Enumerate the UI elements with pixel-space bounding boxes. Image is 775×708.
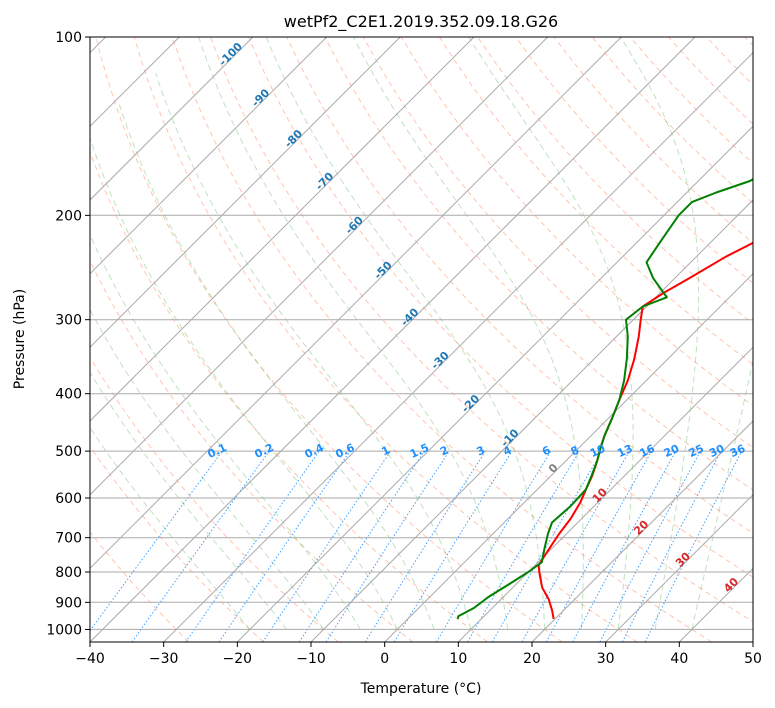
x-tick-label: −30 bbox=[149, 651, 179, 667]
mixing-ratio-line bbox=[435, 450, 552, 642]
mixing-ratio-line bbox=[521, 450, 630, 642]
dewpoint-profile-line bbox=[456, 178, 753, 620]
moist-adiabat bbox=[90, 371, 288, 630]
x-axis: −40 −30 −20 −10 0 10 20 30 40 50 bbox=[75, 642, 762, 667]
mixing-ratio-label: 25 bbox=[687, 442, 706, 460]
isotherm bbox=[90, 37, 622, 570]
mixing-ratio-label: 16 bbox=[638, 442, 658, 460]
dry-adiabat bbox=[90, 531, 190, 642]
dry-adiabat bbox=[210, 37, 753, 623]
mixing-ratio-label: 10 bbox=[588, 442, 608, 460]
mixing-ratio-line bbox=[599, 450, 701, 642]
moist-adiabat bbox=[353, 37, 584, 630]
x-tick-label: 50 bbox=[744, 651, 762, 667]
y-tick-label: 500 bbox=[55, 444, 82, 460]
dry-adiabat bbox=[438, 37, 753, 366]
mixing-ratio-line bbox=[298, 450, 425, 642]
mixing-ratio-line bbox=[90, 450, 223, 632]
isotherm bbox=[457, 346, 753, 642]
mixing-ratio-line bbox=[325, 450, 450, 642]
dry-adiabat bbox=[133, 37, 638, 642]
moist-adiabat bbox=[468, 37, 634, 630]
x-tick-label: −10 bbox=[296, 651, 326, 667]
dry-adiabat bbox=[515, 37, 753, 284]
profile-series bbox=[456, 178, 753, 620]
x-tick-label: 30 bbox=[597, 651, 615, 667]
isotherm bbox=[90, 37, 696, 642]
isotherm bbox=[90, 37, 401, 349]
temperature-profile-line bbox=[537, 241, 753, 620]
y-tick-label: 1000 bbox=[46, 622, 82, 638]
x-tick-label: −40 bbox=[75, 651, 105, 667]
mixing-ratio-line bbox=[185, 450, 320, 642]
isotherm bbox=[605, 493, 753, 642]
moist-adiabat bbox=[620, 37, 700, 630]
moist-adiabat bbox=[90, 136, 398, 630]
isotherm bbox=[531, 420, 753, 642]
moist-adiabat bbox=[90, 308, 324, 630]
y-tick-label: 600 bbox=[55, 491, 82, 507]
isotherm bbox=[163, 51, 753, 642]
isotherm bbox=[310, 199, 753, 642]
x-tick-label: 0 bbox=[380, 651, 389, 667]
isotherm bbox=[90, 37, 475, 422]
mixing-ratio-line bbox=[218, 450, 351, 642]
x-tick-label: 40 bbox=[670, 651, 688, 667]
dry-adiabat bbox=[90, 445, 264, 642]
y-tick-label: 900 bbox=[55, 595, 82, 611]
mixing-ratio-line bbox=[393, 450, 513, 642]
isotherm bbox=[90, 37, 254, 201]
y-tick-label: 700 bbox=[55, 531, 82, 547]
moist-adiabat bbox=[691, 358, 753, 630]
moist-adiabat bbox=[198, 37, 509, 630]
dry-adiabat bbox=[90, 150, 488, 642]
mixing-ratio-label: 20 bbox=[662, 442, 682, 460]
mixing-ratio-line bbox=[644, 450, 743, 642]
mixing-ratio-line bbox=[621, 450, 722, 642]
y-tick-label: 800 bbox=[55, 565, 82, 581]
mixing-ratio-line bbox=[131, 450, 270, 642]
x-tick-label: 10 bbox=[449, 651, 467, 667]
y-axis: 100 200 300 400 500 600 700 800 900 1000 bbox=[46, 30, 90, 638]
background-lines bbox=[90, 37, 753, 642]
moist-adiabat bbox=[118, 104, 435, 630]
isotherm bbox=[384, 272, 753, 642]
mixing-ratio-label: 13 bbox=[615, 442, 634, 460]
mixing-ratio-line bbox=[262, 450, 392, 642]
isotherm bbox=[90, 37, 328, 275]
mixing-ratio-line bbox=[545, 450, 653, 642]
y-tick-label: 100 bbox=[55, 30, 82, 46]
x-axis-label: Temperature (°C) bbox=[360, 681, 482, 697]
dry-adiabat bbox=[95, 37, 563, 642]
plot-frame bbox=[89, 36, 754, 643]
y-tick-label: 300 bbox=[55, 313, 82, 329]
isotherm bbox=[236, 125, 753, 642]
dry-adiabat bbox=[248, 37, 753, 578]
mixing-ratio-label: 30 bbox=[707, 442, 727, 460]
chart-title: wetPf2_C2E1.2019.352.09.18.G26 bbox=[284, 12, 558, 32]
dry-adiabat bbox=[171, 37, 712, 642]
y-tick-label: 200 bbox=[55, 208, 82, 224]
y-tick-label: 400 bbox=[55, 387, 82, 403]
dry-adiabat bbox=[400, 37, 753, 407]
pressure-grid bbox=[90, 37, 753, 642]
isotherm bbox=[90, 37, 549, 496]
mixing-ratio-label: 36 bbox=[728, 442, 748, 460]
x-tick-label: −20 bbox=[223, 651, 253, 667]
mixing-ratio-line bbox=[364, 450, 486, 642]
moist-adiabat bbox=[155, 72, 472, 630]
x-tick-label: 20 bbox=[523, 651, 541, 667]
mixing-ratio-line bbox=[572, 450, 677, 642]
y-axis-label: Pressure (hPa) bbox=[12, 289, 28, 389]
